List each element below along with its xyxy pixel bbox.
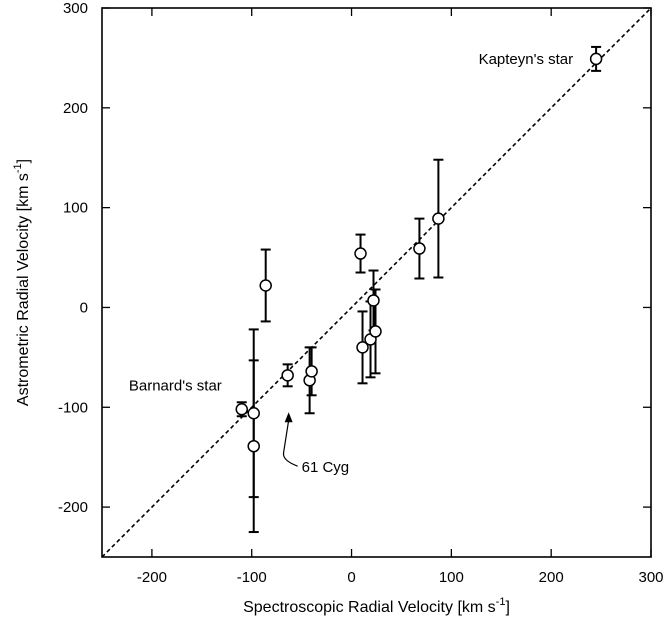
x-tick-label: 0	[347, 569, 355, 586]
annotation-label: Barnard's star	[129, 377, 222, 394]
data-point	[354, 247, 367, 260]
y-tick-label: 0	[80, 299, 88, 316]
y-axis-title: Astrometric Radial Velocity [km s-1]	[12, 159, 32, 406]
y-axis-title-main: Astrometric Radial Velocity [km s	[15, 173, 32, 406]
x-axis-title-exp: -1	[496, 596, 506, 608]
data-point	[356, 341, 369, 354]
data-point	[413, 242, 426, 255]
y-tick-label: -200	[58, 499, 88, 516]
x-tick-label: 200	[539, 569, 564, 586]
x-axis-title-close: ]	[505, 599, 509, 616]
y-tick-label: -100	[58, 399, 88, 416]
annotation-label: Kapteyn's star	[479, 51, 574, 68]
annotation-label: 61 Cyg	[302, 459, 350, 476]
x-tick-label: -200	[137, 569, 167, 586]
data-point	[369, 325, 382, 338]
annotation-arrow-head	[284, 412, 293, 423]
x-axis-title: Spectroscopic Radial Velocity [km s-1]	[243, 596, 510, 616]
data-point	[589, 52, 603, 66]
x-tick-label: 100	[439, 569, 464, 586]
y-tick-label: 300	[63, 0, 88, 17]
plot-frame	[101, 7, 652, 558]
annotation-arrow-line	[282, 420, 298, 467]
data-point	[235, 403, 248, 416]
data-point	[367, 294, 380, 307]
y-tick-label: 200	[63, 100, 88, 117]
y-axis-title-close: ]	[15, 159, 32, 163]
x-axis-title-main: Spectroscopic Radial Velocity [km s	[243, 599, 496, 616]
identity-reference-line	[101, 7, 652, 558]
y-tick-label: 100	[63, 200, 88, 217]
data-point	[432, 212, 445, 225]
x-tick-label: 300	[638, 569, 663, 586]
data-point	[247, 439, 260, 453]
data-point	[259, 279, 272, 292]
data-point	[247, 407, 260, 420]
data-point	[281, 369, 294, 382]
data-point	[305, 365, 318, 378]
x-tick-label: -100	[237, 569, 267, 586]
y-axis-title-exp: -1	[12, 163, 24, 173]
